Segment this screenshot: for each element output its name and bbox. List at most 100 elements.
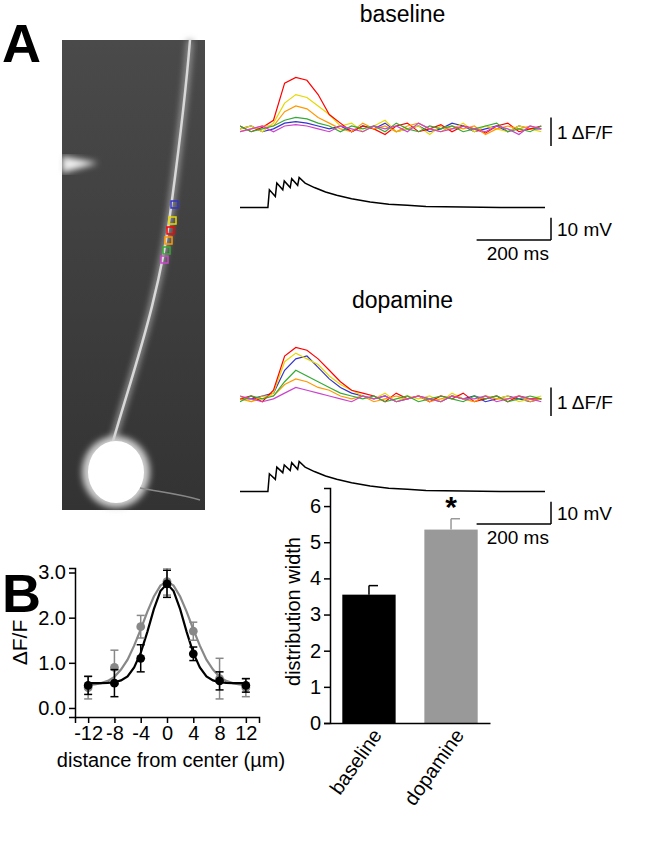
data-point [163,579,172,588]
image-background [62,40,205,510]
tick-label: 0.0 [38,697,66,719]
tick: dopamine [400,723,468,809]
tick-label: 1.0 [38,652,66,674]
error-bar [216,672,224,690]
scale-bars: 10 mV200 ms [477,218,613,264]
tick: 0 [310,712,330,734]
error-bar-cap [163,597,171,599]
scale-bar-label: 1 ΔF/F [557,122,613,143]
y-axis-title: ΔF/F [8,620,31,666]
dendrite [112,40,190,445]
error-bar-cap [369,585,378,587]
error-bar [110,670,118,697]
scale-bar-y [550,502,552,524]
error-bar [137,615,145,638]
bars [342,519,477,723]
scale-bars: 1 ΔF/F [551,117,613,146]
data-point [110,679,119,688]
tick-mark [69,572,75,574]
error-bar-cap [189,660,197,662]
error-bar-cap [137,637,145,639]
tick: -12 [74,717,103,744]
tick-mark [324,614,330,616]
error-bar [189,622,197,640]
trace [240,379,541,402]
error-bar-cap [216,658,224,660]
tick-mark [69,663,75,665]
panel-title: dopamine [352,287,453,313]
x-axis: baselinedopamine [325,723,490,809]
y-axis-title: distribution width [282,537,304,686]
tick: 8 [215,717,226,744]
fit-curve [88,582,246,685]
category-label: dopamine [400,725,468,810]
pipette [62,156,98,173]
plot-marks [84,568,250,699]
soma [88,441,144,503]
scale-bar-label: 1 ΔF/F [557,392,613,413]
tick-label: 4 [188,722,199,744]
error-bar-cap [137,644,145,646]
soma-glow [82,436,150,508]
error-bar [189,647,197,661]
axis-line [331,723,491,725]
tick: 1 [310,676,330,698]
tick: 0.0 [38,697,75,719]
tick-label: -8 [106,722,124,744]
trace [240,347,541,401]
trace [240,370,541,401]
category-label: baseline [325,725,386,799]
error-bar-cap [84,698,92,700]
tick-mark [324,578,330,580]
error-bar-cap [110,696,118,698]
error-bar [84,676,92,694]
trace [240,123,541,134]
tick-mark [324,650,330,652]
roi-marker [165,237,172,244]
data-point [215,677,224,686]
trace [240,462,545,492]
panel-label: B [2,563,41,623]
scale-bar-x [477,523,551,525]
trace-panel: 10 mV200 ms [240,178,612,264]
scale-bar-y [550,387,552,416]
error-bar-cap [242,691,250,693]
data-point [241,681,250,690]
error-bar-cap [242,696,250,698]
tick: 0 [162,717,173,744]
x-axis: -12-8 -4 048 12 [74,717,259,744]
tick: 3 [310,603,330,625]
traces [240,178,545,208]
trace [240,353,541,402]
error-bar-cap [84,676,92,678]
error-bar-cap [216,698,224,700]
tick: -8 [106,717,124,744]
error-bar-cap [216,671,224,673]
error-bar [163,570,171,597]
annotation: * [445,490,457,523]
tick-label: -4 [132,722,150,744]
tick-label: 3.0 [38,561,66,583]
tick-label: 2 [310,640,321,662]
error-bar [216,658,224,699]
error-bar-cap [84,676,92,678]
traces [240,77,541,134]
tick-mark [69,708,75,710]
axis-line [69,569,76,718]
tick: 2.0 [38,607,75,629]
error-bar-stem [368,586,370,595]
tick-mark [324,506,330,508]
trace [240,178,545,208]
bar-panel: 0123456baselinedopaminedistribution widt… [282,489,491,810]
tick: 12 [235,717,257,744]
tick: 3.0 [38,561,75,583]
scale-bar-x [477,239,551,241]
error-bar-cap [110,649,118,651]
error-bar-cap [242,678,250,680]
data-point [84,681,93,690]
data-point [136,654,145,663]
error-bar-cap [84,694,92,696]
tick-mark [324,542,330,544]
scale-bar-label: 200 ms [487,527,549,548]
scatter-panel: -12-8-4048120.01.02.03.0distance from ce… [8,561,285,771]
